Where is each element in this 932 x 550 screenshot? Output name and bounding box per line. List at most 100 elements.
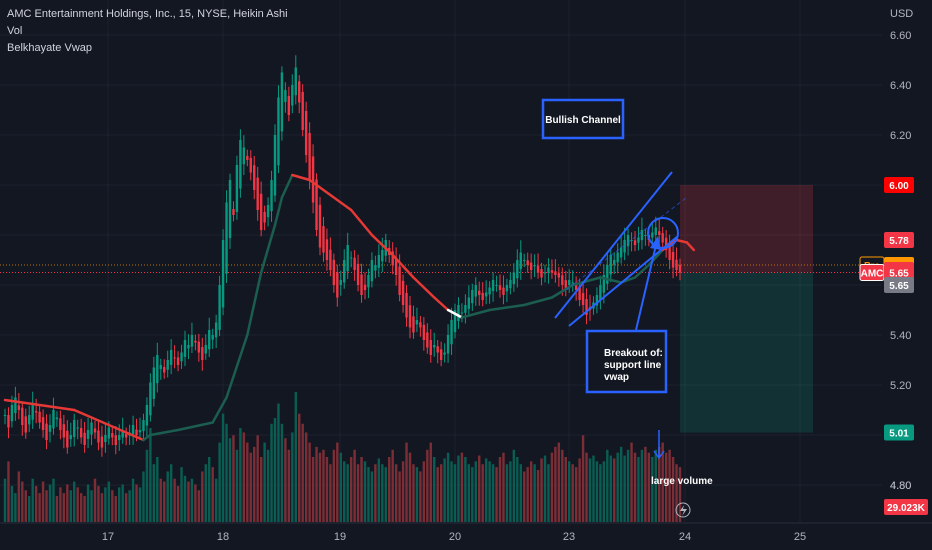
- candle-body: [208, 330, 211, 350]
- vwap-line: [550, 283, 574, 299]
- volume-bar: [124, 493, 128, 522]
- candle-body: [270, 180, 273, 212]
- volume-bar: [446, 452, 450, 522]
- volume-bar: [381, 464, 384, 522]
- volume-bar: [661, 442, 664, 522]
- volume-indicator-label[interactable]: Vol: [7, 25, 23, 37]
- vwap-line: [522, 296, 554, 307]
- candle-body: [536, 265, 540, 273]
- volume-bar: [398, 471, 401, 522]
- volume-bar: [14, 493, 17, 522]
- breakout-label-line: support line: [604, 360, 662, 371]
- candle-body: [266, 205, 270, 218]
- volume-bar: [187, 481, 190, 522]
- candle-body: [118, 435, 121, 441]
- candle-body: [142, 420, 145, 432]
- candle-body: [291, 85, 294, 106]
- volume-bar: [7, 461, 10, 522]
- candle-body: [543, 272, 547, 274]
- candle-body: [633, 240, 637, 245]
- price-tag-label: 5.65: [889, 281, 909, 292]
- volume-bar: [339, 452, 342, 522]
- candle-body: [66, 430, 69, 448]
- volume-bar: [201, 471, 204, 522]
- volume-bar: [384, 467, 387, 522]
- vwap-line: [685, 241, 696, 252]
- volume-bar: [315, 446, 318, 522]
- candle-body: [308, 132, 311, 180]
- candle-body: [488, 287, 491, 295]
- volume-bar: [131, 478, 135, 522]
- volume-bar: [118, 487, 121, 522]
- candle-body: [221, 240, 225, 308]
- symbol-title[interactable]: AMC Entertainment Holdings, Inc., 15, NY…: [7, 8, 288, 20]
- candle-body: [415, 320, 419, 325]
- candle-body: [69, 435, 72, 440]
- volume-bar: [266, 449, 270, 522]
- vwap-indicator-label[interactable]: Belkhayate Vwap: [7, 42, 92, 54]
- candle-body: [277, 97, 280, 166]
- candle-body: [124, 433, 128, 438]
- candle-body: [166, 360, 169, 370]
- volume-bar: [83, 496, 86, 522]
- vwap-line: [3, 398, 76, 412]
- vwap-line: [412, 276, 436, 299]
- candle-body: [201, 347, 204, 360]
- volume-bar: [616, 452, 619, 522]
- volume-bar: [443, 458, 446, 522]
- candle-body: [346, 245, 349, 272]
- volume-bar: [606, 449, 609, 522]
- volume-bar: [630, 442, 633, 522]
- candle-body: [256, 177, 259, 210]
- price-tag-label: 5.01: [889, 429, 909, 440]
- volume-bar: [498, 457, 502, 522]
- price-axis-tick: 5.40: [890, 330, 911, 342]
- vwap-line: [675, 238, 689, 244]
- candle-body: [121, 430, 124, 438]
- volume-bar: [609, 455, 612, 522]
- volume-bar: [259, 457, 263, 522]
- candle-body: [412, 316, 415, 333]
- candle-body: [3, 415, 7, 416]
- volume-bar: [457, 455, 460, 522]
- time-axis-tick: 24: [679, 531, 691, 543]
- volume-bar: [48, 484, 52, 522]
- candle-body: [678, 264, 682, 273]
- candle-body: [619, 247, 623, 258]
- volume-bar: [208, 457, 211, 522]
- price-tag: [884, 177, 914, 193]
- volume-bar: [564, 457, 567, 522]
- candle-body: [353, 257, 356, 270]
- candle-body: [349, 257, 353, 259]
- volume-bar: [66, 484, 69, 522]
- volume-bar: [145, 449, 149, 522]
- vwap-line: [225, 333, 249, 399]
- volume-bar: [536, 470, 540, 522]
- candle-body: [374, 265, 377, 271]
- candle-body: [436, 346, 439, 353]
- volume-bar: [370, 471, 374, 522]
- candle-body: [419, 322, 422, 328]
- candle-body: [318, 204, 322, 248]
- vwap-line: [349, 208, 374, 237]
- volume-bar: [253, 446, 256, 522]
- volume-bar: [121, 484, 124, 522]
- candle-body: [381, 250, 384, 262]
- candle-body: [481, 292, 484, 300]
- candle-body: [491, 280, 495, 291]
- volume-bar: [166, 471, 169, 522]
- volume-bar: [41, 481, 45, 522]
- vwap-line: [291, 173, 311, 182]
- volume-bar: [502, 452, 505, 522]
- candle-body: [394, 258, 398, 275]
- candle-body: [401, 280, 405, 305]
- price-axis-tick: 6.60: [890, 30, 911, 42]
- volume-bar: [377, 458, 381, 522]
- candle-body: [14, 397, 17, 414]
- volume-bar: [647, 452, 651, 522]
- candle-body: [433, 345, 436, 348]
- candle-body: [100, 436, 104, 448]
- candle-body: [79, 428, 83, 438]
